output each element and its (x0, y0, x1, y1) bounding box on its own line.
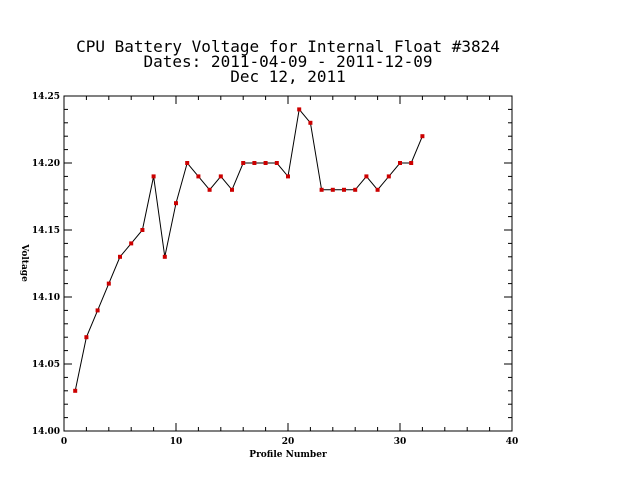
data-point (84, 335, 89, 340)
data-point (375, 187, 380, 192)
data-point (196, 174, 201, 179)
data-point (140, 228, 145, 232)
y-tick-label: 14.15 (32, 226, 60, 236)
data-point (207, 187, 212, 192)
data-point (420, 134, 425, 139)
y-tick-label: 14.05 (32, 360, 60, 370)
x-tick-label: 30 (394, 437, 407, 447)
data-point (73, 388, 78, 393)
data-point (297, 107, 302, 112)
x-tick-label: 20 (282, 437, 295, 447)
title-line-3: Dec 12, 2011 (230, 67, 346, 86)
data-point (386, 174, 391, 179)
data-point (286, 174, 290, 179)
chart-title: CPU Battery Voltage for Internal Float #… (76, 37, 500, 86)
y-tick-label: 14.10 (32, 293, 60, 303)
data-point (252, 161, 257, 165)
data-point (398, 161, 402, 165)
data-point (319, 187, 324, 192)
title-line-2: Dates: 2011-04-09 - 2011-12-09 (144, 52, 433, 71)
data-point (353, 187, 358, 192)
data-point (185, 161, 190, 165)
series-line (74, 108, 423, 391)
y-tick-label: 14.00 (32, 427, 60, 437)
y-tick-label: 14.20 (32, 159, 60, 169)
data-point (263, 161, 268, 165)
y-axis-tick-labels: 14.00 14.05 14.10 14.15 14.20 14.25 (32, 92, 60, 437)
data-markers (73, 107, 425, 393)
y-axis-ticks (64, 95, 512, 432)
data-point (106, 281, 111, 286)
y-axis-label: Voltage (19, 243, 29, 282)
data-point (118, 254, 122, 259)
data-point (162, 254, 167, 259)
x-axis-tick-labels: 0 10 20 30 40 (61, 437, 518, 447)
data-point (364, 174, 369, 179)
x-tick-label: 10 (170, 437, 183, 447)
data-point (308, 120, 313, 125)
data-point (174, 201, 178, 206)
data-point (230, 187, 234, 192)
y-tick-label: 14.25 (32, 92, 60, 102)
plot-frame (63, 95, 513, 432)
x-axis-label: Profile Number (249, 450, 327, 460)
data-point (241, 161, 246, 165)
data-point (330, 187, 335, 192)
data-point (151, 174, 156, 179)
x-axis-ticks (63, 96, 513, 431)
data-point (409, 161, 414, 165)
x-tick-label: 40 (506, 437, 519, 447)
x-tick-label: 0 (61, 437, 67, 447)
title-line-1: CPU Battery Voltage for Internal Float #… (76, 37, 500, 56)
data-point (129, 241, 134, 246)
data-point (218, 174, 223, 179)
data-point (95, 308, 100, 313)
data-point (342, 187, 346, 192)
data-point (274, 161, 279, 165)
